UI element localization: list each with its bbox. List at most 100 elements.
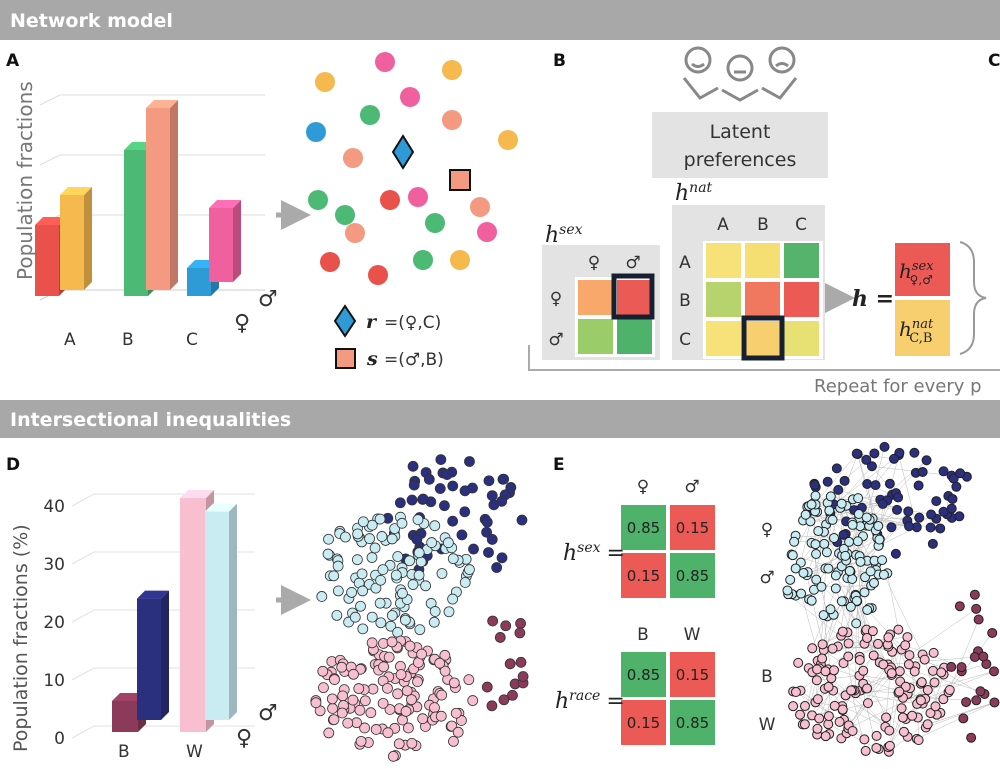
network-node bbox=[893, 492, 904, 503]
col-label: A bbox=[717, 215, 729, 235]
population-dot bbox=[498, 130, 518, 150]
node-white-male bbox=[385, 620, 397, 632]
node-white-male bbox=[376, 531, 388, 542]
brace-icon bbox=[959, 241, 987, 355]
node-white-female bbox=[328, 714, 340, 726]
network-node bbox=[861, 454, 872, 465]
network-node bbox=[946, 503, 957, 514]
network-node bbox=[821, 547, 832, 558]
matrix-cell bbox=[617, 319, 652, 354]
bar-B-female bbox=[112, 701, 138, 732]
panel-label-e: E bbox=[553, 455, 565, 475]
x-tick-label: B bbox=[118, 742, 130, 762]
network-edge bbox=[842, 705, 886, 728]
node-black-male bbox=[505, 482, 517, 493]
network-node bbox=[969, 652, 980, 663]
node-white-male bbox=[426, 537, 438, 548]
network-node bbox=[869, 448, 880, 459]
node-white-male bbox=[357, 585, 369, 597]
node-black-male bbox=[483, 475, 495, 487]
bar-W-male-side bbox=[229, 503, 237, 720]
node-white-male bbox=[413, 569, 425, 581]
network-node bbox=[829, 700, 840, 711]
panel-a-bar-chart bbox=[35, 94, 265, 301]
node-white-male bbox=[386, 533, 398, 545]
node-white-female bbox=[450, 707, 462, 719]
col-label: C bbox=[795, 215, 807, 235]
network-node bbox=[954, 511, 965, 522]
node-white-female bbox=[353, 683, 365, 694]
group-label-a: A bbox=[64, 330, 76, 350]
node-white-male bbox=[374, 597, 386, 609]
network-edge bbox=[821, 585, 872, 588]
matrix-cell bbox=[670, 700, 715, 745]
network-node bbox=[868, 577, 879, 588]
network-edge bbox=[898, 455, 918, 528]
node-black-male bbox=[394, 497, 406, 509]
network-edge bbox=[800, 593, 822, 665]
network-node bbox=[868, 650, 879, 661]
node-white-female bbox=[336, 707, 348, 719]
network-node bbox=[866, 461, 877, 472]
node-black-male bbox=[483, 547, 494, 558]
matrix-cell bbox=[745, 243, 780, 278]
col-label: B bbox=[757, 215, 769, 235]
network-node bbox=[838, 529, 849, 540]
network-node bbox=[859, 587, 870, 598]
y-tick-label: 10 bbox=[43, 671, 65, 691]
matrix-cell bbox=[706, 282, 741, 317]
node-white-male bbox=[355, 600, 366, 612]
bar-a-female-top bbox=[35, 217, 67, 225]
node-white-male bbox=[447, 553, 459, 565]
node-white-female bbox=[366, 637, 378, 649]
node-black-female bbox=[498, 694, 510, 706]
network-node bbox=[888, 453, 899, 464]
network-node bbox=[955, 468, 966, 479]
network-node bbox=[851, 595, 862, 606]
hnat-label: hnat bbox=[675, 180, 713, 206]
network-node bbox=[844, 565, 855, 576]
y-axis-label: Population fractions bbox=[13, 81, 37, 280]
network-edge bbox=[887, 573, 899, 630]
node-white-female bbox=[336, 661, 348, 673]
node-black-male bbox=[467, 482, 478, 494]
network-node bbox=[913, 735, 924, 746]
node-white-male bbox=[396, 587, 408, 599]
network-edge bbox=[828, 723, 877, 749]
panel-d-bar-chart: 0 10 20 30 40 bbox=[43, 490, 255, 749]
network-node bbox=[938, 506, 949, 517]
network-node bbox=[845, 601, 856, 612]
network-node bbox=[813, 526, 824, 537]
node-black-female bbox=[487, 615, 499, 627]
network-node bbox=[800, 509, 811, 520]
male-symbol: ♂ bbox=[258, 287, 278, 312]
node-white-female bbox=[412, 676, 423, 688]
group-label-b: B bbox=[122, 330, 134, 350]
node-white-female bbox=[416, 648, 428, 660]
network-node bbox=[921, 455, 932, 466]
node-white-female bbox=[370, 724, 382, 735]
network-node bbox=[927, 538, 938, 549]
node-white-female bbox=[342, 717, 354, 729]
node-white-female bbox=[436, 689, 448, 701]
hsex-matrix bbox=[578, 280, 652, 354]
network-edge bbox=[927, 671, 995, 691]
node-white-male bbox=[412, 514, 424, 526]
node-white-female bbox=[382, 727, 394, 739]
network-node bbox=[799, 701, 810, 712]
matrix-cell bbox=[578, 319, 613, 354]
network-node bbox=[886, 668, 897, 679]
network-node bbox=[925, 522, 936, 533]
node-white-male bbox=[390, 569, 402, 581]
bar-b-male-top bbox=[146, 100, 178, 108]
network-edge bbox=[909, 608, 977, 656]
node-white-female bbox=[359, 695, 371, 707]
network-node bbox=[789, 536, 800, 547]
network-node bbox=[828, 665, 839, 676]
bar-W-male-top bbox=[205, 503, 237, 512]
node-white-female bbox=[327, 703, 338, 714]
network-node bbox=[913, 480, 924, 491]
node-black-male bbox=[459, 506, 471, 518]
node-white-male bbox=[429, 520, 441, 532]
bar-B-male-side bbox=[161, 590, 169, 720]
